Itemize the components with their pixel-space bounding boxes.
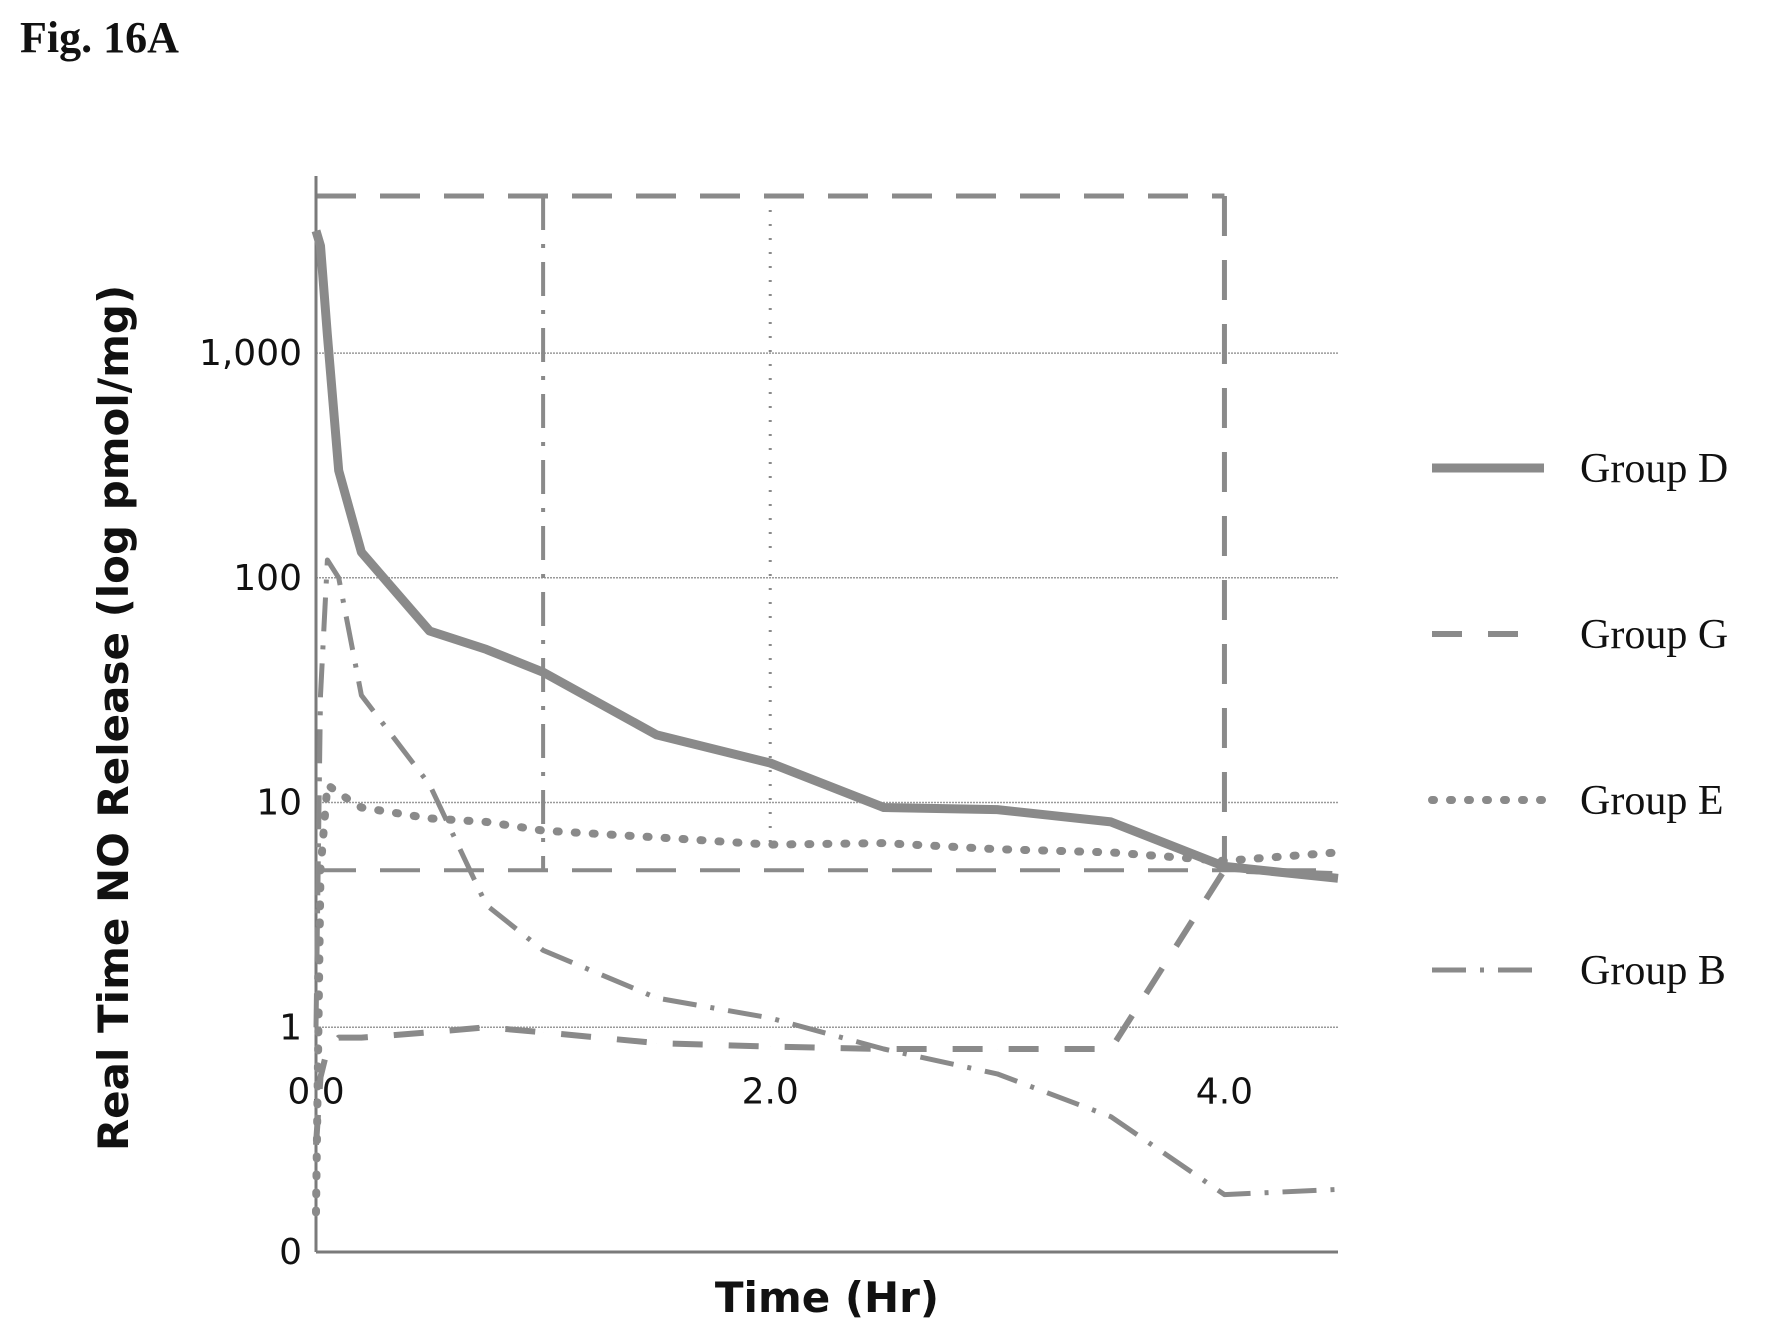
legend-label: Group G: [1580, 612, 1728, 658]
grid: [316, 352, 1338, 1253]
legend: Group D Group G Group E Group B: [1428, 446, 1728, 994]
y-tick-label: 10: [256, 783, 302, 824]
series-line-group-d: [311, 229, 1339, 883]
x-tick-label: 2.0: [742, 1071, 799, 1112]
y-tick-label: 100: [233, 558, 302, 599]
series-line-group-b: [313, 557, 1339, 1198]
y-tick-label: 1,000: [199, 333, 302, 374]
legend-label: Group B: [1580, 948, 1726, 994]
figure-label: Fig. 16A: [20, 13, 179, 62]
legend-label: Group E: [1580, 778, 1723, 824]
y-tick-label: 0: [279, 1232, 302, 1273]
y-tick-label: 1: [279, 1007, 302, 1048]
x-tick-label: 4.0: [1196, 1071, 1253, 1112]
x-axis-title: Time (Hr): [715, 1273, 939, 1322]
reference-lines: [316, 193, 1338, 873]
legend-label: Group D: [1580, 446, 1728, 492]
y-axis-title: Real Time NO Release (log pmol/mg): [89, 285, 138, 1151]
series: [311, 229, 1342, 1217]
series-line-group-g: [313, 867, 1339, 1145]
